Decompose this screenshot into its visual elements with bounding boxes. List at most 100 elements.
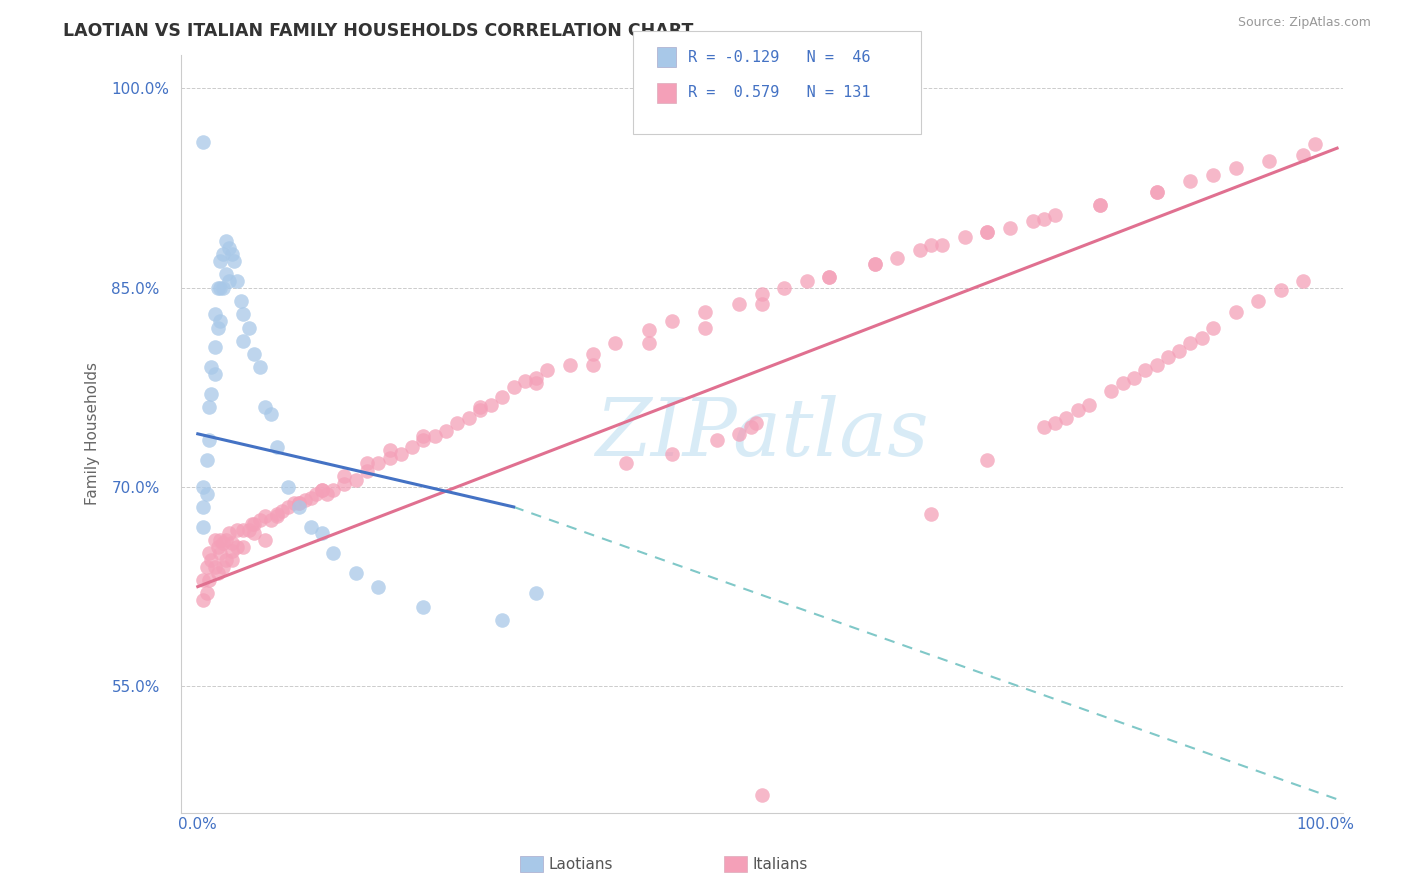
Point <box>209 254 232 268</box>
Point <box>221 543 243 558</box>
Point <box>207 281 229 295</box>
Point <box>581 347 603 361</box>
Point <box>976 453 998 467</box>
Point <box>221 553 243 567</box>
Point <box>1146 185 1168 199</box>
Point <box>581 358 603 372</box>
Point <box>502 380 524 394</box>
Point <box>215 533 238 548</box>
Point <box>226 540 249 554</box>
Point <box>243 526 266 541</box>
Point <box>260 407 283 421</box>
Point <box>266 507 288 521</box>
Point <box>204 307 226 321</box>
Point <box>243 347 266 361</box>
Point <box>254 509 277 524</box>
Point <box>288 496 311 510</box>
Point <box>818 270 841 285</box>
Point <box>638 323 661 337</box>
Point <box>204 559 226 574</box>
Point <box>751 789 773 803</box>
Point <box>299 520 322 534</box>
Point <box>796 274 818 288</box>
Point <box>1202 320 1225 334</box>
Point <box>468 401 491 415</box>
Point <box>195 486 218 500</box>
Point <box>1247 293 1270 308</box>
Point <box>221 536 243 550</box>
Point <box>356 456 378 470</box>
Point <box>271 504 294 518</box>
Point <box>457 410 479 425</box>
Point <box>367 580 389 594</box>
Point <box>232 334 254 348</box>
Point <box>434 424 457 438</box>
Point <box>232 523 254 537</box>
Point <box>920 238 942 252</box>
Point <box>745 416 768 430</box>
Point <box>1054 410 1077 425</box>
Point <box>1077 398 1099 412</box>
Point <box>491 613 513 627</box>
Text: Italians: Italians <box>752 857 807 871</box>
Point <box>1123 371 1146 385</box>
Point <box>1225 304 1247 318</box>
Point <box>1292 274 1315 288</box>
Point <box>254 533 277 548</box>
Point <box>204 533 226 548</box>
Point <box>277 480 299 494</box>
Point <box>333 477 356 491</box>
Point <box>322 546 344 560</box>
Point <box>1258 154 1281 169</box>
Point <box>1270 283 1292 297</box>
Point <box>249 513 271 527</box>
Point <box>1032 420 1054 434</box>
Point <box>204 341 226 355</box>
Point <box>908 244 931 258</box>
Point <box>316 486 339 500</box>
Point <box>207 540 229 554</box>
Point <box>998 220 1021 235</box>
Point <box>344 474 367 488</box>
Point <box>886 252 908 266</box>
Point <box>728 296 751 310</box>
Point <box>198 401 221 415</box>
Point <box>344 566 367 581</box>
Point <box>240 517 263 532</box>
Point <box>976 225 998 239</box>
Point <box>1292 148 1315 162</box>
Point <box>209 533 232 548</box>
Point <box>200 387 222 401</box>
Point <box>378 442 401 457</box>
Point <box>198 434 221 448</box>
Point <box>605 336 627 351</box>
Point <box>412 434 434 448</box>
Point <box>818 270 841 285</box>
Point <box>1146 358 1168 372</box>
Point <box>479 398 502 412</box>
Point <box>193 480 215 494</box>
Point <box>193 593 215 607</box>
Point <box>211 247 233 261</box>
Point <box>322 483 344 497</box>
Text: Source: ZipAtlas.com: Source: ZipAtlas.com <box>1237 16 1371 29</box>
Point <box>1043 416 1066 430</box>
Point <box>412 429 434 443</box>
Point <box>953 230 976 244</box>
Point <box>193 573 215 587</box>
Point <box>277 500 299 514</box>
Point <box>218 241 240 255</box>
Point <box>661 314 683 328</box>
Point <box>209 314 232 328</box>
Point <box>200 553 222 567</box>
Point <box>211 281 233 295</box>
Point <box>524 376 547 391</box>
Point <box>931 238 953 252</box>
Point <box>401 440 423 454</box>
Point <box>616 456 638 470</box>
Text: R =  0.579   N = 131: R = 0.579 N = 131 <box>688 86 870 100</box>
Point <box>249 360 271 375</box>
Point <box>204 367 226 381</box>
Point <box>1032 211 1054 226</box>
Point <box>200 360 222 375</box>
